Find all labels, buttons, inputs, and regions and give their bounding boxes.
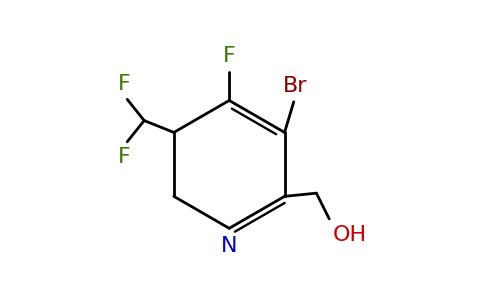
Text: Br: Br (283, 76, 308, 96)
Text: N: N (221, 236, 238, 256)
Text: F: F (118, 74, 130, 94)
Text: OH: OH (333, 225, 366, 244)
Text: F: F (118, 147, 130, 167)
Text: F: F (223, 46, 236, 66)
